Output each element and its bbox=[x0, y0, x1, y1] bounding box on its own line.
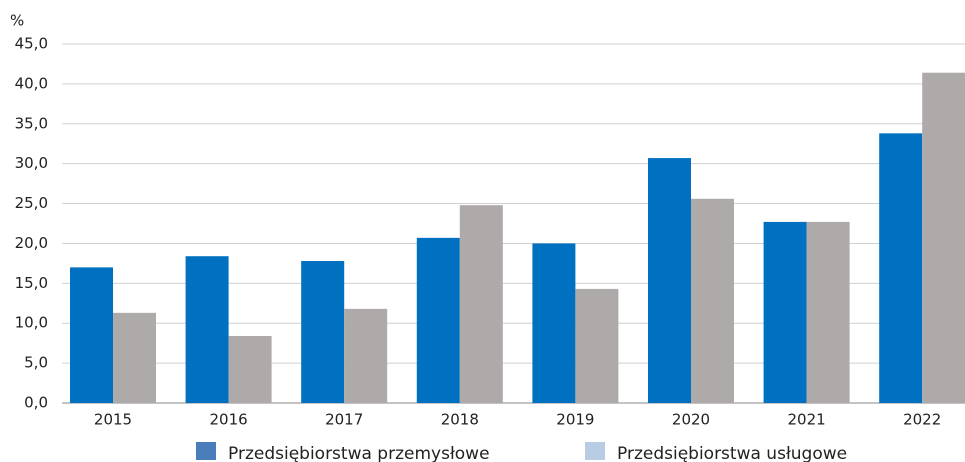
bar bbox=[228, 335, 272, 403]
y-tick-label: 10,0 bbox=[15, 314, 48, 332]
x-tick-label: 2019 bbox=[556, 411, 594, 429]
legend-swatch bbox=[585, 442, 605, 460]
bar bbox=[113, 312, 156, 403]
y-tick-label: 35,0 bbox=[15, 114, 48, 132]
y-tick-label: 15,0 bbox=[15, 274, 48, 292]
y-tick-label: 5,0 bbox=[24, 354, 48, 372]
x-tick-label: 2017 bbox=[325, 411, 363, 429]
legend-label: Przedsiębiorstwa przemysłowe bbox=[228, 444, 490, 462]
x-tick-label: 2021 bbox=[788, 411, 826, 429]
x-tick-label: 2022 bbox=[903, 411, 941, 429]
bar bbox=[532, 243, 576, 403]
bar bbox=[806, 221, 850, 403]
x-tick-label: 2020 bbox=[672, 411, 710, 429]
x-tick-label: 2018 bbox=[441, 411, 479, 429]
y-tick-label: 30,0 bbox=[15, 154, 48, 172]
bar bbox=[922, 72, 965, 403]
bar bbox=[879, 133, 923, 403]
bar bbox=[344, 308, 388, 403]
bar bbox=[575, 288, 619, 403]
y-tick-label: 45,0 bbox=[15, 35, 48, 53]
y-tick-label: 20,0 bbox=[15, 234, 48, 252]
bar bbox=[648, 158, 691, 403]
bar bbox=[185, 256, 229, 403]
y-tick-label: 25,0 bbox=[15, 194, 48, 212]
x-tick-label: 2016 bbox=[210, 411, 248, 429]
y-tick-label: 0,0 bbox=[24, 394, 48, 412]
bar bbox=[691, 198, 734, 403]
legend-label: Przedsiębiorstwa usługowe bbox=[617, 444, 847, 462]
x-tick-label: 2015 bbox=[94, 411, 132, 429]
y-unit: % bbox=[10, 12, 24, 30]
bar bbox=[70, 267, 113, 403]
bar bbox=[763, 221, 807, 403]
bar bbox=[301, 260, 345, 403]
legend-swatch bbox=[196, 442, 216, 460]
bar bbox=[459, 205, 503, 403]
y-tick-label: 40,0 bbox=[15, 74, 48, 92]
bar bbox=[416, 237, 460, 403]
